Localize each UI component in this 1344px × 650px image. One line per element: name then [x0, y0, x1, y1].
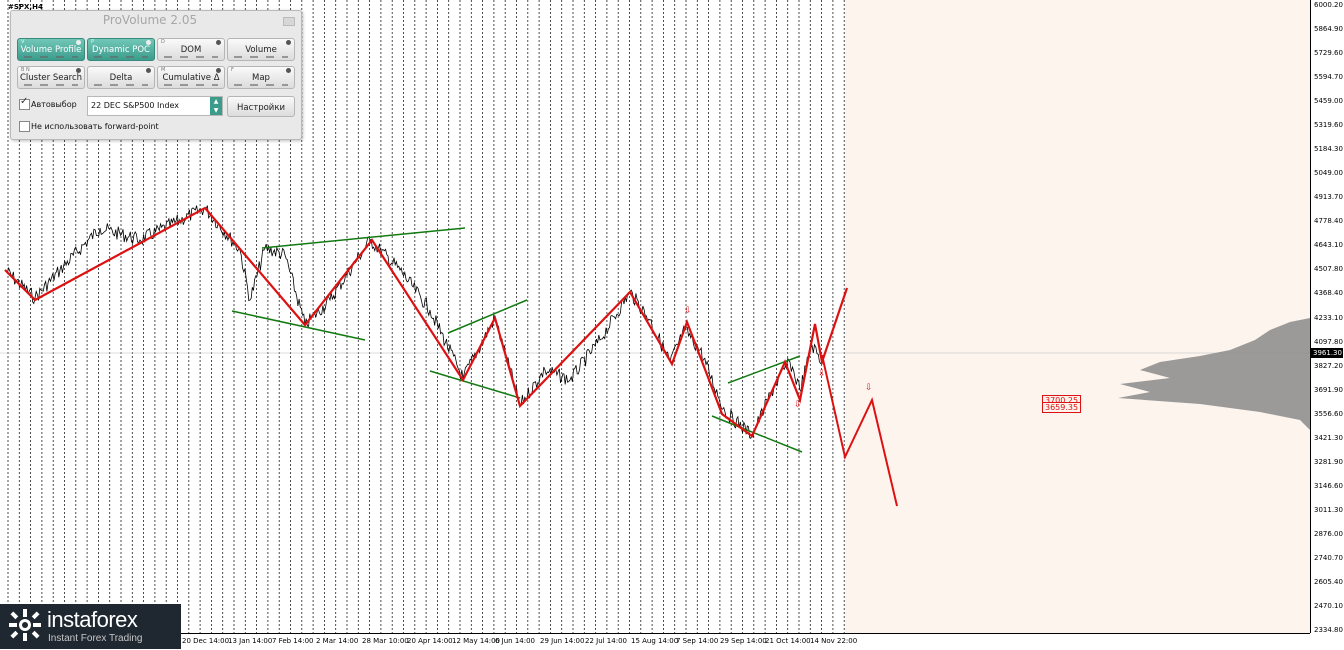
time-tick-label: 13 Jan 14:00	[228, 637, 273, 645]
time-tick-label: 2 Mar 14:00	[316, 637, 359, 645]
indicator-dot-icon	[146, 40, 151, 45]
provolume-panel[interactable]: ProVolume 2.05 V Volume Profile P Dynamic …	[10, 10, 302, 140]
logo-tagline: Instant Forex Trading	[48, 633, 143, 644]
volume-profile-histogram	[1118, 318, 1310, 430]
wave-marker-icon: ⇩	[684, 306, 692, 316]
price-tick-label: 4913.70	[1314, 193, 1343, 202]
time-tick-label: 29 Sep 14:00	[720, 637, 767, 645]
panel-minimize-button[interactable]	[283, 17, 295, 26]
level-label-2: 3659.35	[1042, 402, 1082, 413]
trend-line	[447, 299, 528, 334]
time-tick-label: 7 Feb 14:00	[272, 637, 314, 645]
forward-point-checkbox[interactable]	[19, 121, 30, 132]
trend-line	[727, 355, 801, 384]
dynamic-poc-button[interactable]: P Dynamic POC	[87, 38, 155, 61]
price-tick-label: 2740.70	[1314, 553, 1343, 562]
trend-line	[261, 227, 466, 249]
indicator-dot-icon	[146, 68, 151, 73]
price-tick-label: 2334.80	[1314, 626, 1343, 634]
delta-button[interactable]: Delta	[87, 66, 155, 89]
time-tick-label: 28 Mar 10:00	[362, 637, 409, 645]
time-tick-label: 29 Jun 14:00	[540, 637, 585, 645]
time-tick-label: 21 Oct 14:00	[765, 637, 811, 645]
trend-line	[711, 415, 803, 453]
forward-point-label: Не использовать forward-point	[31, 122, 159, 131]
price-tick-label: 6000.20	[1314, 1, 1343, 9]
price-tick-label: 4233.10	[1314, 313, 1343, 322]
price-tick-label: 5459.00	[1314, 97, 1343, 106]
volume-profile-button[interactable]: V Volume Profile	[17, 38, 85, 61]
checkmark-icon: ✓	[20, 96, 29, 107]
price-series-line	[4, 205, 823, 439]
trend-line	[231, 310, 366, 341]
price-tick-label: 5864.90	[1314, 25, 1343, 34]
future-projection-zone	[845, 0, 1310, 633]
instaforex-logo: instaforex Instant Forex Trading	[0, 604, 181, 649]
spinner-arrows-icon[interactable]: ▲ ▼	[210, 97, 222, 115]
autoselect-checkbox[interactable]: ✓	[19, 96, 30, 110]
price-tick-label: 5319.60	[1314, 121, 1343, 130]
symbol-select[interactable]: 22 DEC S&P500 Index ▲ ▼	[87, 96, 223, 116]
price-tick-label: 3691.90	[1314, 385, 1343, 394]
symbol-label: #SPX,H4	[8, 3, 43, 11]
price-tick-label: 4778.40	[1314, 217, 1343, 226]
price-tick-label: 4097.80	[1314, 337, 1343, 346]
cumulative-delta-button[interactable]: M Cumulative Δ	[157, 66, 225, 89]
price-tick-label: 3556.60	[1314, 409, 1343, 418]
cluster-search-button[interactable]: B N Cluster Search	[17, 66, 85, 89]
time-tick-label: 15 Aug 14:00	[631, 637, 679, 645]
price-axis[interactable]: 6000.20 5864.90 5729.60 5594.70 5459.00 5319.…	[1310, 0, 1344, 634]
time-tick-label: 6 Jun 14:00	[495, 637, 536, 645]
wave-projection-line	[821, 354, 898, 507]
price-tick-label: 3281.90	[1314, 457, 1343, 466]
dom-button[interactable]: D DOM	[157, 38, 225, 61]
autoselect-label: Автовыбор	[31, 100, 77, 109]
price-tick-label: 5594.70	[1314, 73, 1343, 82]
time-tick-label: 12 May 14:00	[452, 637, 501, 645]
elliott-wave-line	[4, 206, 849, 438]
indicator-dot-icon	[286, 68, 291, 73]
panel-title: ProVolume 2.05	[102, 13, 198, 27]
price-tick-label: 2876.00	[1314, 529, 1343, 538]
price-tick-label: 4507.80	[1314, 265, 1343, 274]
time-tick-label: 14 Nov 22:00	[810, 637, 858, 645]
price-tick-label: 3011.30	[1314, 505, 1343, 514]
price-tick-label: 5729.60	[1314, 49, 1343, 58]
settings-button[interactable]: Настройки	[227, 96, 295, 117]
logo-wordmark: instaforex	[47, 607, 138, 632]
current-price-tag: 3961.30	[1311, 348, 1343, 358]
price-tick-label: 4643.10	[1314, 241, 1343, 250]
price-tick-label: 3146.60	[1314, 481, 1343, 490]
price-tick-label: 4368.40	[1314, 289, 1343, 298]
time-tick-label: 20 Dec 14:00	[182, 637, 230, 645]
trend-line	[429, 370, 521, 399]
indicator-dot-icon	[216, 40, 221, 45]
price-tick-label: 3827.20	[1314, 361, 1343, 370]
wave-marker-icon: ⇩	[865, 383, 873, 393]
time-tick-label: 22 Jul 14:00	[585, 637, 627, 645]
indicator-dot-icon	[76, 68, 81, 73]
indicator-dot-icon	[216, 68, 221, 73]
price-tick-label: 3421.30	[1314, 433, 1343, 442]
indicator-dot-icon	[286, 40, 291, 45]
time-tick-label: 7 Sep 14:00	[676, 637, 719, 645]
instaforex-logo-icon	[9, 609, 41, 641]
price-tick-label: 5049.00	[1314, 169, 1343, 178]
map-button[interactable]: F Map	[227, 66, 295, 89]
price-tick-label: 2470.10	[1314, 601, 1343, 610]
price-tick-label: 2605.40	[1314, 577, 1343, 586]
volume-button[interactable]: Volume	[227, 38, 295, 61]
time-tick-label: 20 Apr 14:00	[407, 637, 453, 645]
price-tick-label: 5184.30	[1314, 145, 1343, 154]
wave-marker-icon: ⇩	[794, 400, 802, 410]
wave-marker-icon: ⇩	[818, 369, 826, 379]
indicator-dot-icon	[76, 40, 81, 45]
